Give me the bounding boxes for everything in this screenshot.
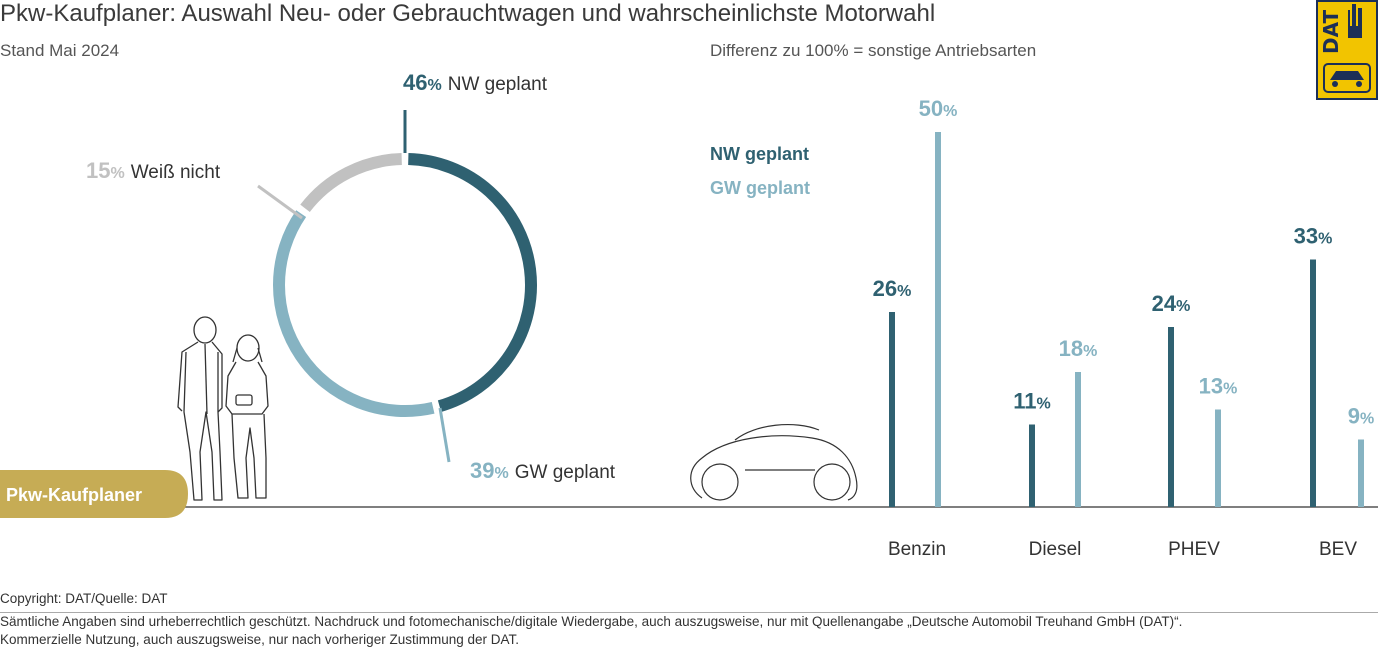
kaufplaner-badge: Pkw-Kaufplaner (0, 470, 188, 518)
copyright-text: Copyright: DAT/Quelle: DAT (0, 591, 168, 606)
footer-divider (0, 611, 1378, 613)
date-subtitle: Stand Mai 2024 (0, 41, 120, 60)
leader-line-unknown (257, 184, 303, 220)
footer: Copyright: DAT/Quelle: DAT Sämtliche Ang… (0, 590, 1378, 650)
legal-line-2: Kommerzielle Nutzung, auch auszugsweise,… (0, 632, 519, 647)
donut-chart (257, 110, 537, 463)
chart-canvas: 46% NW geplant 39% GW geplant 15% Weiß nich… (86, 70, 1378, 560)
dat-logo: DAT (1316, 0, 1378, 100)
badge-label: Pkw-Kaufplaner (6, 485, 142, 505)
data-label-nw-diesel: 11% (1013, 389, 1051, 414)
bar-chart: 26% 11% 24% 33% 50% 18% 13% 9% Benzin Diesel PHEV B… (873, 96, 1375, 560)
donut-labels: 46% NW geplant 39% GW geplant 15% Weiß nich… (86, 70, 616, 483)
slice-label-gw: 39% GW geplant (470, 458, 616, 483)
legend-nw: NW geplant (710, 144, 809, 164)
chart-note: Differenz zu 100% = sonstige Antriebsart… (710, 41, 1037, 60)
page-title: Pkw-Kaufplaner: Auswahl Neu- oder Gebrau… (0, 0, 936, 27)
donut-slice-unknown (300, 153, 402, 213)
slice-label-nw: 46% NW geplant (403, 70, 548, 95)
people-illustration (177, 316, 269, 501)
data-label-gw-diesel: 18% (1059, 336, 1098, 361)
chart-legend: NW geplant GW geplant (710, 144, 810, 198)
category-label-benzin: Benzin (888, 539, 946, 560)
car-illustration (690, 423, 858, 501)
slice-label-unknown: 15% Weiß nicht (86, 158, 221, 183)
logo-text: DAT (1319, 9, 1343, 54)
data-label-gw-benzin: 50% (919, 96, 958, 121)
data-label-nw-benzin: 26% (873, 276, 912, 301)
leader-line-gw (438, 407, 451, 463)
donut-slice-gw (273, 210, 435, 417)
category-label-diesel: Diesel (1029, 539, 1082, 560)
data-label-nw-phev: 24% (1152, 291, 1191, 316)
category-label-bev: BEV (1319, 539, 1357, 560)
legend-gw: GW geplant (710, 178, 810, 198)
data-label-nw-bev: 33% (1294, 224, 1333, 249)
legal-line-1: Sämtliche Angaben sind urheberrechtlich … (0, 613, 1183, 629)
data-label-gw-phev: 13% (1199, 374, 1238, 399)
donut-slice-nw (408, 153, 537, 412)
data-label-gw-bev: 9% (1348, 404, 1374, 429)
dat-logo-graphic: DAT (1319, 4, 1371, 93)
category-label-phev: PHEV (1168, 539, 1220, 560)
